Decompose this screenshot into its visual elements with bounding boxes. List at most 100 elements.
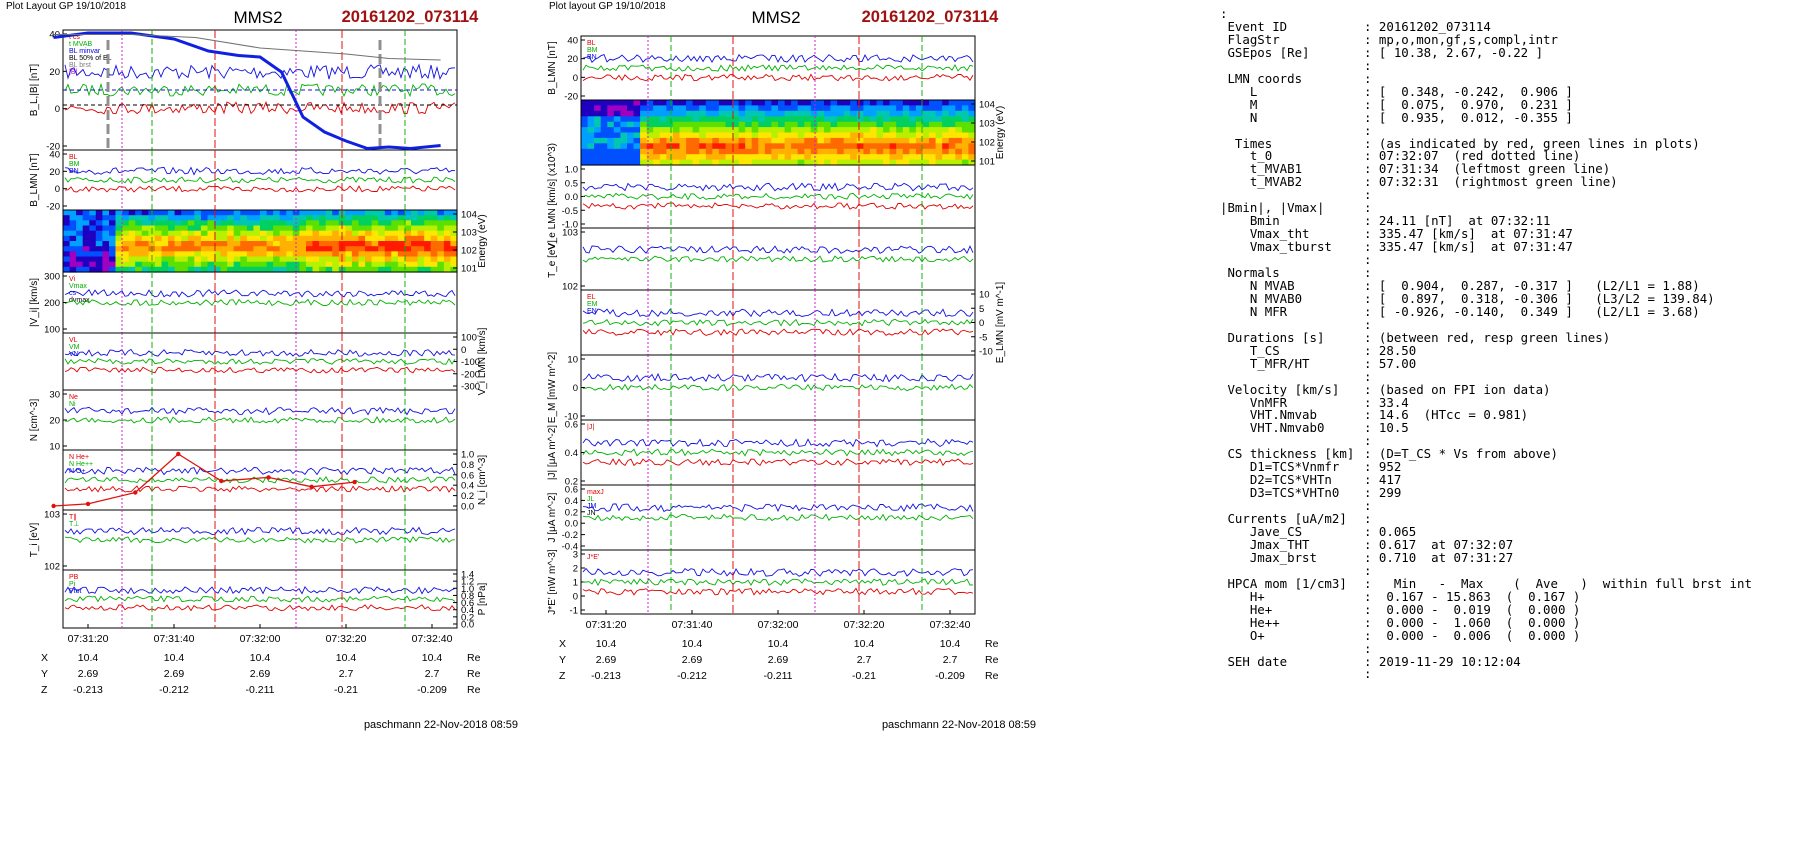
spectrogram-cell: [627, 154, 635, 161]
spectrogram-cell: [594, 137, 602, 144]
pos-value: 2.69: [164, 668, 185, 680]
spectrogram-cell: [358, 225, 366, 232]
y-tick-label: 10: [49, 442, 60, 453]
spectrogram-cell: [404, 215, 412, 221]
spectrogram-cell: [358, 235, 366, 242]
spectrogram-cell: [653, 154, 661, 161]
spectrogram-cell: [365, 241, 373, 247]
spectrogram-cell: [397, 215, 406, 221]
summary-value: :: [1364, 200, 1372, 216]
spectrogram-cell: [404, 246, 412, 252]
spectrogram-cell: [266, 266, 274, 273]
spectrogram-cell: [627, 100, 635, 106]
spectrogram-cell: [902, 159, 910, 166]
spectrogram-cell: [797, 121, 805, 128]
spectrogram-cell: [692, 137, 700, 144]
spectrogram-cell: [791, 127, 799, 134]
data-trace: [582, 578, 974, 587]
spectrogram-cell: [76, 225, 84, 232]
spectrogram-cell: [384, 225, 392, 232]
spectrogram-cell: [699, 148, 707, 155]
summary-line: D3=TCS*VHTn0: 299: [1220, 485, 1401, 500]
data-trace: [64, 485, 456, 493]
spectrogram-cell: [909, 137, 917, 144]
spectrogram-cell: [856, 132, 864, 139]
spectrogram-cell: [869, 110, 878, 117]
summary-key: LMN coords: [1220, 70, 1303, 86]
spectrogram-cell: [286, 220, 294, 227]
spectrogram-cell: [450, 225, 458, 232]
spectrogram-cell: [187, 246, 195, 252]
spectrogram-cell: [299, 220, 307, 227]
spectrogram-cell: [306, 246, 314, 252]
y-axis-label: V_e LMN [km/s] (x10^3): [547, 143, 558, 250]
y-tick-label: 0.2: [461, 491, 474, 502]
panel-6: 100-10E_M [mW m^-2]: [547, 352, 976, 423]
spectrogram-cell: [587, 127, 595, 134]
spectrogram-cell: [633, 127, 641, 134]
spectrogram-cell: [312, 256, 320, 263]
data-trace: [582, 308, 974, 318]
spectrogram-cell: [738, 159, 746, 166]
spectrogram-cell: [168, 225, 176, 232]
spectrogram-cell: [778, 121, 786, 128]
spectrogram-cell: [843, 127, 851, 134]
y-tick-label: 0.6: [461, 470, 474, 481]
spectrogram-cell: [450, 266, 458, 273]
spectrogram-cell: [306, 230, 314, 237]
y-axis-label: N_i [cm^-3]: [477, 455, 488, 505]
summary-line: T_MFR/HT: 57.00: [1220, 356, 1416, 371]
spectrogram-cell: [784, 159, 792, 166]
spectrogram-cell: [319, 215, 327, 221]
spectrogram-cell: [384, 210, 392, 216]
spectrogram-cell: [751, 154, 759, 161]
spectrogram-cell: [896, 143, 904, 150]
spectrogram-cell: [154, 241, 163, 247]
he-pp-point: [51, 503, 56, 509]
data-trace: [582, 255, 974, 263]
spectrogram-cell: [187, 261, 195, 268]
spectrogram-cell: [863, 127, 871, 134]
spectrogram-cell: [961, 121, 970, 128]
spectrogram-cell: [424, 261, 432, 268]
spectrogram-cell: [194, 241, 202, 247]
summary-value: : 2019-11-29 10:12:04: [1364, 653, 1521, 669]
spectrogram-cell: [699, 159, 707, 166]
legend-entry: BM: [69, 161, 80, 168]
spectrogram-cell: [365, 230, 373, 237]
spectrogram-cell: [450, 241, 458, 247]
summary-line: M: [ 0.075, 0.970, 0.231 ]: [1220, 97, 1573, 112]
spectrogram-cell: [332, 266, 340, 273]
panel-frame: [580, 484, 976, 551]
spectrogram-cell: [824, 110, 832, 117]
spectrogram-cell: [63, 241, 71, 247]
spectrogram-cell: [666, 127, 674, 134]
spectrogram-cell: [712, 116, 720, 123]
spectrogram-cell: [161, 256, 169, 263]
spectrogram-cell: [260, 256, 268, 263]
spectrogram-cell: [804, 116, 812, 123]
spectrogram-cell: [306, 210, 314, 216]
spectrogram-cell: [883, 100, 891, 106]
spectrogram-cell: [804, 154, 812, 161]
spectrogram-cell: [174, 235, 182, 242]
spectrogram-cell: [233, 235, 241, 242]
spectrogram-cell: [122, 215, 130, 221]
spectrogram-cell: [220, 235, 228, 242]
spectrogram-cell: [154, 230, 163, 237]
spectrogram-cell: [102, 215, 110, 221]
spectrogram-cell: [411, 210, 419, 216]
spectrogram-cell: [345, 220, 353, 227]
summary-key: N MVAB: [1220, 277, 1295, 293]
spectrogram-cell: [672, 137, 681, 144]
spectrogram-cell: [246, 266, 255, 273]
spectrogram-cell: [961, 143, 970, 150]
spectrogram-cell: [194, 246, 202, 252]
spectrogram-cell: [922, 127, 930, 134]
legend-entry: BN: [69, 168, 79, 175]
spectrogram-cell: [82, 246, 90, 252]
spectrogram-cell: [909, 121, 917, 128]
